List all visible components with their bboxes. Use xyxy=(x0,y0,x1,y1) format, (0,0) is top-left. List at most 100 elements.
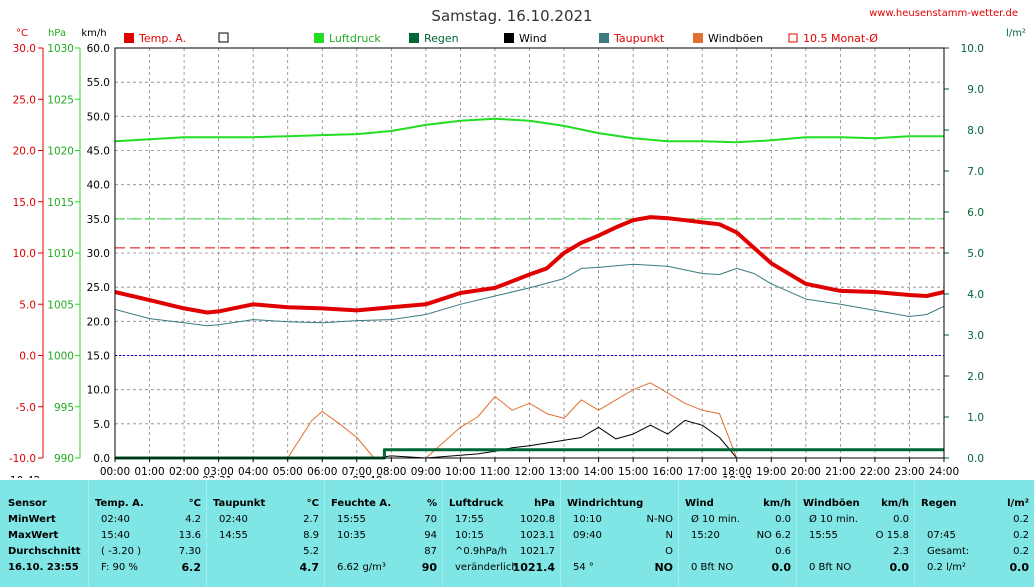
stats-cell-value: 2.3 xyxy=(893,546,909,557)
hpa-tick-label: 1000 xyxy=(47,351,74,363)
hpa-tick-label: 995 xyxy=(54,402,74,414)
weather-chart: Samstag. 16.10.2021 www.heusenstamm-wett… xyxy=(9,7,1026,478)
time-marker-label: 18:31 xyxy=(722,475,752,478)
stats-cell-value: 87 xyxy=(424,546,437,557)
stats-cell-value: 0.2 xyxy=(1013,546,1029,557)
time-marker-label: 10:42 xyxy=(10,475,40,478)
temp-tick-label: 20.0 xyxy=(13,146,36,158)
series-wind xyxy=(374,419,738,459)
temp-tick-label: 30.0 xyxy=(13,43,36,55)
stats-cell-value: N xyxy=(665,530,673,541)
legend-label-monthavg: 10.5 Monat-Ø xyxy=(803,32,878,45)
stats-header-rain: Regen xyxy=(921,498,957,509)
legend-label-dew: Taupunkt xyxy=(613,32,665,45)
stats-cell-value: 0.0 xyxy=(1009,561,1030,574)
stats-cell-label: 02:40 xyxy=(219,514,248,525)
stats-header-wind: Wind xyxy=(685,498,714,509)
legend-swatch-monthavg xyxy=(788,33,798,43)
rain-tick-label: 4.0 xyxy=(967,289,984,301)
stats-column-pres: Luftdruck hPa 17:55 1020.8 10:15 1023.1 ^0.9hP… xyxy=(442,480,561,587)
kmh-tick-label: 5.0 xyxy=(93,419,110,431)
stats-cell-value: 2.7 xyxy=(303,514,319,525)
time-tick-label: 17:00 xyxy=(687,466,717,478)
stats-column-wind: Wind km/h Ø 10 min. 0.0 15:20 NO 6.2 0.6 0 Bft … xyxy=(678,480,797,587)
stats-table: Sensor MinWert MaxWert Durchschnitt 16.1… xyxy=(0,480,1034,587)
stats-cell-label: 15:40 xyxy=(101,530,130,541)
grid xyxy=(115,48,944,458)
stats-cell-label: 10:35 xyxy=(337,530,366,541)
stats-column-hum: Feuchte A.% 15:55 70 10:35 94 87 6.62 g/m³ 90 xyxy=(324,480,443,587)
time-tick-label: 12:00 xyxy=(514,466,544,478)
time-tick-label: 13:00 xyxy=(549,466,579,478)
kmh-tick-label: 50.0 xyxy=(87,111,110,123)
stats-column-temp: Temp. A. °C 02:40 4.2 15:40 13.6 ( -3.20 ) 7.30… xyxy=(88,480,207,587)
stats-cell-label: 15:55 xyxy=(337,514,366,525)
stats-cell-value: 94 xyxy=(424,530,437,541)
stats-cell-value: 70 xyxy=(424,514,437,525)
stats-cell-value: 8.9 xyxy=(303,530,319,541)
stats-cell-value: 13.6 xyxy=(178,530,201,541)
temp-tick-label: 5.0 xyxy=(19,299,36,311)
legend-label-pressure: Luftdruck xyxy=(329,32,381,45)
time-tick-label: 04:00 xyxy=(238,466,268,478)
stats-cell-value: 4.7 xyxy=(299,561,320,574)
hpa-tick-label: 1025 xyxy=(47,94,74,106)
stats-cell-value: 0.0 xyxy=(771,561,792,574)
stats-cell-value: NO 6.2 xyxy=(756,530,791,541)
series-gusts xyxy=(253,382,738,459)
time-tick-label: 21:00 xyxy=(825,466,855,478)
stats-cell-label: 0 Bft NO xyxy=(691,562,734,573)
kmh-tick-label: 55.0 xyxy=(87,77,110,89)
rain-tick-label: 8.0 xyxy=(967,125,984,137)
stats-cell-value: 90 xyxy=(421,561,437,574)
time-tick-label: 11:00 xyxy=(480,466,510,478)
kmh-tick-label: 60.0 xyxy=(87,43,110,55)
legend-swatch-dew xyxy=(599,33,609,43)
stats-cell-value: 0.0 xyxy=(889,561,910,574)
rain-tick-label: 1.0 xyxy=(967,412,984,424)
time-tick-label: 10:00 xyxy=(445,466,475,478)
stats-cell-label: 10:10 xyxy=(573,514,602,525)
stats-cell-value: NO xyxy=(654,561,673,574)
right-axis: 10.0 9.0 8.0 7.0 6.0 5.0 4.0 3.0 2.0 1.0 0.0 xyxy=(944,43,984,465)
stats-column-dew: Taupunkt °C 02:40 2.7 14:55 8.9 5.2 4.7 xyxy=(206,480,325,587)
legend-swatch-temp xyxy=(124,33,134,43)
time-tick-label: 19:00 xyxy=(756,466,786,478)
stats-cell-label: veränderlich xyxy=(455,562,518,573)
time-tick-label: 14:00 xyxy=(583,466,613,478)
stats-cell-value: 5.2 xyxy=(303,546,319,557)
rain-tick-label: 3.0 xyxy=(967,330,984,342)
time-tick-label: 02:00 xyxy=(169,466,199,478)
row-label-current: 16.10. 23:55 xyxy=(8,562,79,573)
site-url[interactable]: www.heusenstamm-wetter.de xyxy=(869,8,1018,19)
stats-cell-label: F: 90 % xyxy=(101,562,138,573)
legend: Temp. A. Luftdruck Regen Wind Taupunkt W… xyxy=(124,32,878,45)
stats-header-gust: Windböen xyxy=(803,498,860,509)
time-marker-label: 07:48 xyxy=(352,475,382,478)
stats-cell-value: O 15.8 xyxy=(875,530,909,541)
temp-tick-label: 10.0 xyxy=(13,248,36,260)
stats-cell-label: 10:15 xyxy=(455,530,484,541)
series-dewpoint xyxy=(114,263,945,327)
time-tick-label: 09:00 xyxy=(411,466,441,478)
stats-cell-value: 1023.1 xyxy=(520,530,555,541)
stats-cell-label: 0.2 l/m² xyxy=(927,562,966,573)
stats-cell-label: Gesamt: xyxy=(927,546,970,557)
row-label-max: MaxWert xyxy=(8,530,59,541)
time-tick-label: 08:00 xyxy=(376,466,406,478)
hpa-tick-label: 1005 xyxy=(47,299,74,311)
stats-cell-value: 0.2 xyxy=(1013,530,1029,541)
rain-tick-label: 0.0 xyxy=(967,453,984,465)
stats-cell-label: 0 Bft NO xyxy=(809,562,852,573)
stats-cell-label: Ø 10 min. xyxy=(809,514,858,525)
stats-header-dew: Taupunkt xyxy=(213,498,266,509)
legend-swatch-wind xyxy=(504,33,514,43)
time-tick-label: 16:00 xyxy=(653,466,683,478)
time-tick-label: 03:00 xyxy=(203,466,233,478)
stats-header-dir: Windrichtung xyxy=(567,498,644,509)
time-tick-label: 20:00 xyxy=(791,466,821,478)
stats-unit-hum: % xyxy=(426,498,437,509)
stats-cell-value: 0.0 xyxy=(893,514,909,525)
time-tick-label: 23:00 xyxy=(894,466,924,478)
stats-cell-label: 17:55 xyxy=(455,514,484,525)
